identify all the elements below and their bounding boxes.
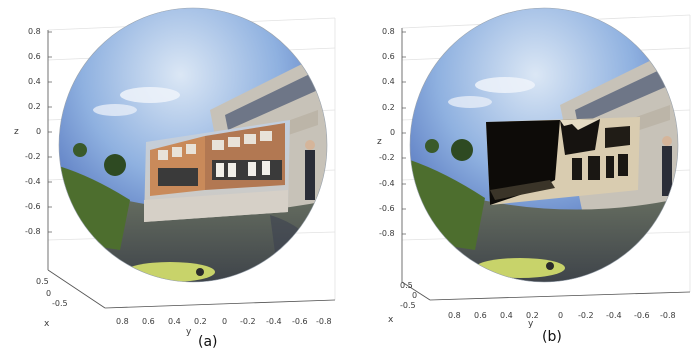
panel-a: 0.8 0.6 0.4 0.2 0 -0.2 -0.4 -0.6 -0.8 z …	[14, 7, 336, 350]
x-tick-label: 0	[412, 291, 418, 300]
z-tick-label: 0	[390, 128, 396, 137]
z-tick-label: 0.6	[28, 52, 41, 61]
y-axis-label: y	[186, 327, 192, 337]
y-tick-label: 0.8	[116, 317, 129, 326]
axis-lines-a	[47, 30, 336, 309]
z-tick-label: -0.4	[25, 177, 41, 186]
projected-image-a	[144, 120, 290, 222]
x-axis-label: x	[44, 319, 50, 329]
caption-b: (b)	[542, 329, 562, 345]
y-tick-label: -0.4	[266, 317, 282, 326]
y-tick-label: -0.4	[606, 311, 622, 320]
z-tick-label: 0.6	[382, 52, 395, 61]
x-tick-label: 0	[46, 289, 52, 298]
z-ticks-marks-b	[402, 31, 406, 235]
x-tick-label: 0.5	[36, 277, 49, 286]
y-tick-label: 0.4	[168, 317, 181, 326]
axis-lines-b	[401, 28, 691, 301]
y-tick-label: 0	[222, 317, 228, 326]
y-tick-label: -0.2	[240, 317, 256, 326]
z-tick-label: 0.4	[382, 77, 395, 86]
z-tick-label: 0.2	[382, 103, 395, 112]
panel-b: 0.8 0.6 0.4 0.2 0 -0.2 -0.4 -0.6 -0.8 z …	[350, 0, 699, 358]
x-tick-label: -0.5	[400, 301, 416, 310]
z-tick-label: -0.8	[379, 229, 395, 238]
y-tick-label: 0.4	[500, 311, 513, 320]
y-tick-label: 0.2	[526, 311, 539, 320]
z-tick-label: 0.2	[28, 102, 41, 111]
y-axis-label: y	[528, 319, 534, 329]
y-tick-label: 0.6	[142, 317, 155, 326]
y-tick-label: 0.8	[448, 311, 461, 320]
z-tick-label: -0.2	[379, 153, 395, 162]
y-tick-label: -0.8	[660, 311, 676, 320]
sphere-plot-b	[401, 7, 691, 301]
z-tick-label: -0.8	[25, 227, 41, 236]
y-tick-label: 0	[558, 311, 564, 320]
y-tick-label: -0.8	[316, 317, 332, 326]
z-tick-label: 0.8	[382, 27, 395, 36]
z-tick-label: 0.4	[28, 77, 41, 86]
sphere-plot-a	[47, 7, 336, 309]
z-tick-label: 0.8	[28, 27, 41, 36]
projected-depth-map-b	[486, 117, 640, 205]
y-tick-label: -0.6	[634, 311, 650, 320]
z-tick-label: 0	[36, 127, 42, 136]
z-tick-label: -0.2	[25, 152, 41, 161]
z-tick-label: -0.6	[379, 204, 395, 213]
z-tick-label: -0.6	[25, 202, 41, 211]
z-axis-label: z	[14, 127, 19, 137]
y-tick-label: 0.6	[474, 311, 487, 320]
z-axis-label: z	[377, 137, 382, 147]
y-tick-label: -0.2	[578, 311, 594, 320]
caption-a: (a)	[198, 334, 218, 350]
z-ticks-marks-a	[48, 31, 52, 233]
x-tick-label: -0.5	[52, 299, 68, 308]
y-tick-label: 0.2	[194, 317, 207, 326]
z-tick-label: -0.4	[379, 179, 395, 188]
y-tick-label: -0.6	[292, 317, 308, 326]
x-axis-label: x	[388, 315, 394, 325]
x-tick-label: 0.5	[400, 281, 413, 290]
